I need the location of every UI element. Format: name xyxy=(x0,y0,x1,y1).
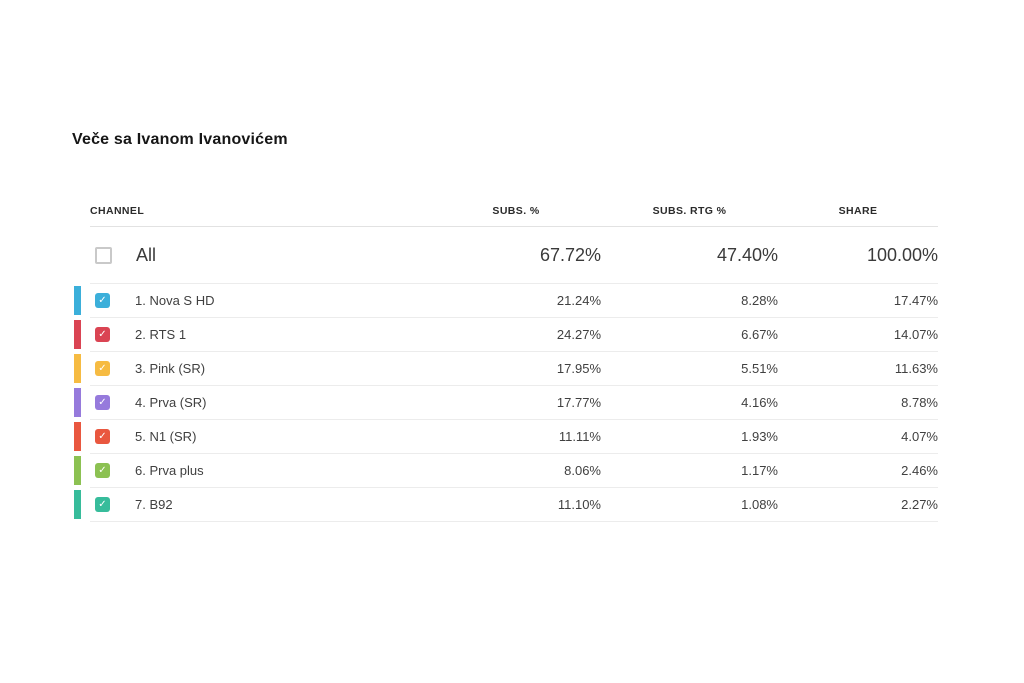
cell-channel: ✓ 1. Nova S HD xyxy=(90,293,431,308)
cell-subs-rtg: 1.08% xyxy=(741,497,778,512)
row-label: 2. RTS 1 xyxy=(135,327,187,342)
cell-subs-rtg: 1.17% xyxy=(741,463,778,478)
page-title: Veče sa Ivanom Ivanovićem xyxy=(72,131,288,148)
cell-share: 8.78% xyxy=(901,395,938,410)
cell-channel: ✓ 4. Prva (SR) xyxy=(90,395,431,410)
cell-share: 100.00% xyxy=(866,244,938,265)
channel-color-bar xyxy=(74,286,81,315)
table-row[interactable]: ✓ 7. B92 11.10% 1.08% 2.27% xyxy=(74,488,938,522)
cell-share: 2.46% xyxy=(901,463,938,478)
channel-color-bar xyxy=(74,422,81,451)
check-icon: ✓ xyxy=(98,294,107,306)
cell-subs: 17.95% xyxy=(556,361,601,376)
check-icon: ✓ xyxy=(98,328,107,340)
cell-share: 2.27% xyxy=(901,497,938,512)
table-row[interactable]: ✓ 3. Pink (SR) 17.95% 5.51% 11.63% xyxy=(74,352,938,386)
row-label: 1. Nova S HD xyxy=(135,293,215,308)
check-icon: ✓ xyxy=(98,498,107,510)
channel-checkbox-checked[interactable]: ✓ xyxy=(95,497,110,512)
table-row-all[interactable]: All 67.72% 47.40% 100.00% xyxy=(90,227,938,284)
row-label: 7. B92 xyxy=(135,497,173,512)
channel-checkbox-checked[interactable]: ✓ xyxy=(95,293,110,308)
channels-table: CHANNEL SUBS. % SUBS. RTG % SHARE All 67… xyxy=(74,205,938,522)
channel-color-bar xyxy=(74,456,81,485)
cell-subs: 21.24% xyxy=(556,293,601,308)
cell-subs: 11.11% xyxy=(558,429,601,444)
cell-channel: ✓ 5. N1 (SR) xyxy=(90,429,431,444)
table-header-row: CHANNEL SUBS. % SUBS. RTG % SHARE xyxy=(90,205,938,227)
cell-subs: 67.72% xyxy=(539,244,601,265)
row-label: 4. Prva (SR) xyxy=(135,395,207,410)
column-header-subs-rtg: SUBS. RTG % xyxy=(652,205,727,217)
cell-share: 17.47% xyxy=(893,293,938,308)
channel-checkbox-checked[interactable]: ✓ xyxy=(95,463,110,478)
channel-color-bar xyxy=(74,490,81,519)
channel-color-bar xyxy=(74,320,81,349)
cell-subs: 11.10% xyxy=(557,497,601,512)
row-label: All xyxy=(136,244,157,265)
row-label: 5. N1 (SR) xyxy=(135,429,197,444)
check-icon: ✓ xyxy=(98,464,107,476)
check-icon: ✓ xyxy=(98,396,107,408)
channel-checkbox-checked[interactable]: ✓ xyxy=(95,327,110,342)
cell-channel: ✓ 7. B92 xyxy=(90,497,431,512)
cell-share: 14.07% xyxy=(893,327,938,342)
channel-checkbox-checked[interactable]: ✓ xyxy=(95,361,110,376)
channel-color-bar xyxy=(74,388,81,417)
cell-subs-rtg: 6.67% xyxy=(741,327,778,342)
cell-subs-rtg: 1.93% xyxy=(741,429,778,444)
channel-color-bar xyxy=(74,354,81,383)
table-row[interactable]: ✓ 1. Nova S HD 21.24% 8.28% 17.47% xyxy=(74,284,938,318)
cell-share: 11.63% xyxy=(894,361,938,376)
row-label: 6. Prva plus xyxy=(135,463,204,478)
cell-channel: ✓ 3. Pink (SR) xyxy=(90,361,431,376)
column-header-channel: CHANNEL xyxy=(90,205,145,217)
table-row[interactable]: ✓ 5. N1 (SR) 11.11% 1.93% 4.07% xyxy=(74,420,938,454)
channel-checkbox-checked[interactable]: ✓ xyxy=(95,429,110,444)
cell-subs: 17.77% xyxy=(556,395,601,410)
cell-subs-rtg: 5.51% xyxy=(741,361,778,376)
cell-subs-rtg: 47.40% xyxy=(716,244,778,265)
table-row[interactable]: ✓ 6. Prva plus 8.06% 1.17% 2.46% xyxy=(74,454,938,488)
cell-subs-rtg: 8.28% xyxy=(741,293,778,308)
column-header-subs: SUBS. % xyxy=(492,205,540,217)
cell-subs: 24.27% xyxy=(556,327,601,342)
row-label: 3. Pink (SR) xyxy=(135,361,206,376)
checkbox-all-unchecked[interactable] xyxy=(95,246,112,264)
table-row[interactable]: ✓ 2. RTS 1 24.27% 6.67% 14.07% xyxy=(74,318,938,352)
check-icon: ✓ xyxy=(98,430,107,442)
check-icon: ✓ xyxy=(98,362,107,374)
column-header-share: SHARE xyxy=(838,205,878,217)
cell-subs: 8.06% xyxy=(564,463,601,478)
table-row[interactable]: ✓ 4. Prva (SR) 17.77% 4.16% 8.78% xyxy=(74,386,938,420)
cell-channel: ✓ 6. Prva plus xyxy=(90,463,431,478)
cell-channel: ✓ 2. RTS 1 xyxy=(90,327,431,342)
cell-channel: All xyxy=(90,245,431,266)
cell-share: 4.07% xyxy=(901,429,938,444)
cell-subs-rtg: 4.16% xyxy=(741,395,778,410)
channel-checkbox-checked[interactable]: ✓ xyxy=(95,395,110,410)
